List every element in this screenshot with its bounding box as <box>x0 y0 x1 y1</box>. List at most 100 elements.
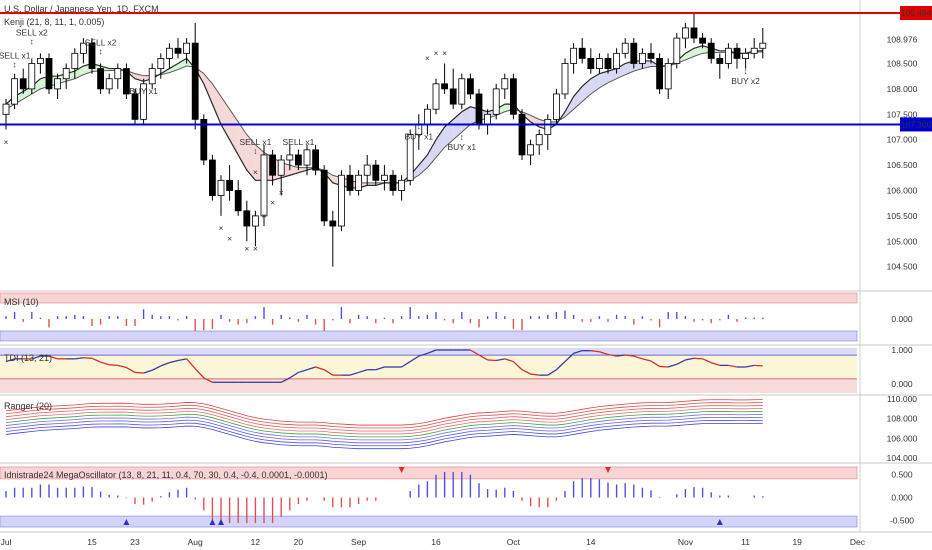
candle-body <box>312 149 320 171</box>
sell-x-marker-icon: × <box>4 137 9 147</box>
candle-body <box>157 58 165 69</box>
buy-signal-arrow-icon: ↕ <box>417 122 421 132</box>
candle-body <box>604 58 612 69</box>
sell-x-marker-icon: × <box>219 223 224 233</box>
candle-body <box>37 58 44 64</box>
candle-body <box>742 52 749 59</box>
tdi-line-segment <box>91 357 101 363</box>
tdi-line-segment <box>487 359 497 362</box>
candle-body <box>88 42 96 69</box>
candle-body <box>294 154 302 166</box>
ranger-band-line <box>5 416 763 444</box>
ranger-band-line <box>5 402 763 429</box>
sell-signal-label: SELL x2 <box>85 38 117 48</box>
sell-x-marker-icon: × <box>279 188 284 198</box>
candle-body <box>699 37 706 44</box>
candle-body <box>140 83 148 120</box>
mega-tick-label: 0.000 <box>891 493 913 503</box>
mega-buy-triangle-icon <box>209 519 216 525</box>
tdi-line-segment <box>186 358 196 370</box>
mega-tick-label: -0.500 <box>890 516 914 526</box>
price-tick-label: 108.976 <box>887 34 918 44</box>
tdi-line-segment <box>547 369 557 376</box>
candle-body <box>243 210 251 227</box>
tdi-line-segment <box>401 361 411 368</box>
buy-signal-label: BUY x1 <box>404 132 433 142</box>
tdi-line-segment <box>151 365 162 371</box>
candle-body <box>234 190 242 212</box>
candle-body <box>303 149 311 166</box>
ranger-band-line <box>5 405 763 432</box>
candle-body <box>226 179 234 191</box>
candle-body <box>97 68 104 90</box>
buy-signal-arrow-icon: ↕ <box>141 76 145 86</box>
candle-body <box>320 169 328 222</box>
buy-signal-label: BUY x1 <box>447 142 476 152</box>
sell-signal-arrow-icon: ↕ <box>296 146 300 156</box>
time-tick-label: Dec <box>850 537 866 547</box>
resistance-price-tag <box>900 6 932 21</box>
msi-upper-band <box>0 292 858 304</box>
candle-body <box>19 78 27 90</box>
candle-body <box>509 78 517 115</box>
mega-sell-triangle-icon <box>398 467 405 473</box>
sell-x-marker-icon: × <box>244 243 249 253</box>
tdi-line-segment <box>280 377 291 383</box>
buy-x-marker-icon: × <box>442 48 447 58</box>
tdi-line-segment <box>203 377 213 383</box>
candle-body <box>475 93 483 125</box>
tdi-line-segment <box>728 364 738 368</box>
ma-cloud-segment <box>367 182 376 186</box>
candle-body <box>71 52 79 69</box>
sell-signal-arrow-icon: ↕ <box>98 47 102 57</box>
msi-title: MSI (10) <box>4 297 39 307</box>
candle-body <box>682 27 689 39</box>
time-tick-label: 23 <box>130 537 140 547</box>
tdi-line-segment <box>590 350 600 353</box>
tdi-line-segment <box>427 349 437 355</box>
candle-body <box>449 88 457 105</box>
ranger-band-line <box>5 399 763 426</box>
price-tick-label: 107.500 <box>887 109 918 119</box>
tdi-line-segment <box>160 362 170 367</box>
ranger-band-line <box>5 419 763 447</box>
candle-body <box>596 58 603 69</box>
sell-signal-arrow-icon: ↕ <box>253 146 257 156</box>
mega-upper-band <box>0 466 858 480</box>
tdi-line-segment <box>375 366 385 371</box>
sell-signal-label: SELL x1 <box>239 137 271 147</box>
mega-buy-triangle-icon <box>218 519 224 525</box>
sell-signal-arrow-icon: ↕ <box>30 37 34 47</box>
candle-body <box>733 47 741 59</box>
tdi-line-segment <box>117 364 127 369</box>
ma-cloud-segment <box>444 119 454 148</box>
tdi-line-segment <box>143 369 153 374</box>
tdi-line-segment <box>504 358 514 363</box>
resistance-price-label: 109.494 <box>901 8 932 18</box>
tdi-line-segment <box>625 354 634 357</box>
candle-body <box>183 42 191 54</box>
price-tick-label: 105.000 <box>887 236 918 246</box>
buy-signal-arrow-icon: ↕ <box>460 132 464 142</box>
time-tick-label: Sep <box>351 537 366 547</box>
candle-body <box>570 47 577 64</box>
sell-x-marker-icon: × <box>227 233 232 243</box>
candle-body <box>355 174 363 191</box>
tdi-line-segment <box>31 355 41 360</box>
candle-body <box>690 27 698 39</box>
ranger-band-line <box>5 411 763 438</box>
tdi-line-segment <box>5 358 15 363</box>
tdi-line-segment <box>668 363 677 368</box>
candle-body <box>28 63 36 90</box>
candle-body <box>458 78 466 105</box>
candle-body <box>191 42 199 120</box>
candle-body <box>716 58 724 64</box>
sell-x-marker-icon: × <box>270 198 275 208</box>
candle-body <box>759 42 767 49</box>
tdi-line-segment <box>74 357 84 360</box>
tdi-line-segment <box>349 371 359 376</box>
buy-signal-label: BUY x2 <box>731 76 760 86</box>
candle-body <box>114 68 122 80</box>
candle-body <box>553 93 560 120</box>
candle-body <box>123 68 130 95</box>
